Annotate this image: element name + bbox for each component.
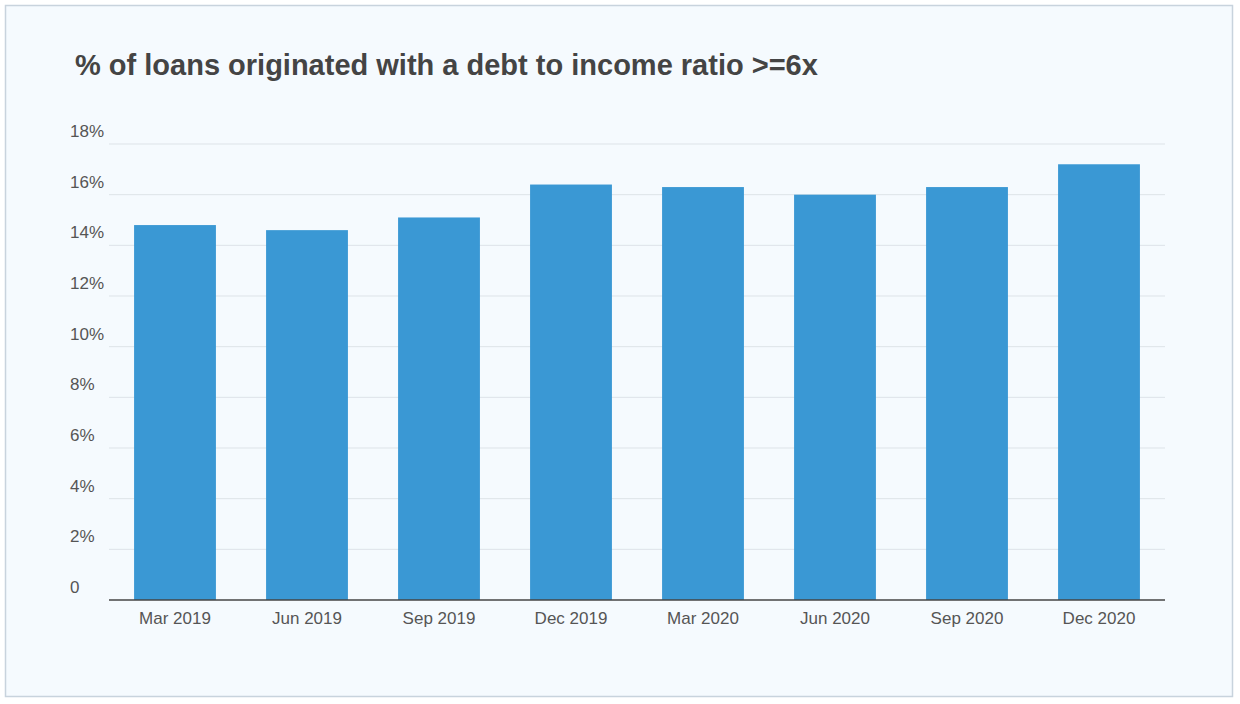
bars xyxy=(134,164,1140,600)
bar xyxy=(662,187,744,600)
y-tick-label: 6% xyxy=(70,426,95,445)
y-tick-label: 18% xyxy=(70,122,104,141)
y-tick-label: 2% xyxy=(70,527,95,546)
x-tick-label: Sep 2019 xyxy=(403,609,476,628)
x-tick-label: Jun 2020 xyxy=(800,609,870,628)
x-tick-label: Jun 2019 xyxy=(272,609,342,628)
y-tick-label: 8% xyxy=(70,375,95,394)
x-tick-label: Sep 2020 xyxy=(931,609,1004,628)
y-tick-label: 16% xyxy=(70,173,104,192)
y-tick-label: 10% xyxy=(70,325,104,344)
x-axis xyxy=(109,599,1165,601)
bar xyxy=(794,195,876,600)
y-tick-label: 12% xyxy=(70,274,104,293)
y-tick-label: 14% xyxy=(70,223,104,242)
bar xyxy=(1058,164,1140,600)
chart: % of loans originated with a debt to inc… xyxy=(0,0,1240,704)
x-tick-label: Mar 2020 xyxy=(667,609,739,628)
x-tick-label: Mar 2019 xyxy=(139,609,211,628)
bar xyxy=(266,230,348,600)
bar xyxy=(398,217,480,600)
bar xyxy=(134,225,216,600)
grid-line xyxy=(109,144,1165,145)
bar xyxy=(530,185,612,600)
card xyxy=(6,6,1233,697)
y-tick-label: 0 xyxy=(70,578,79,597)
x-tick-label: Dec 2020 xyxy=(1063,609,1136,628)
title: % of loans originated with a debt to inc… xyxy=(75,49,818,81)
bar xyxy=(926,187,1008,600)
x-tick-label: Dec 2019 xyxy=(535,609,608,628)
y-tick-label: 4% xyxy=(70,477,95,496)
